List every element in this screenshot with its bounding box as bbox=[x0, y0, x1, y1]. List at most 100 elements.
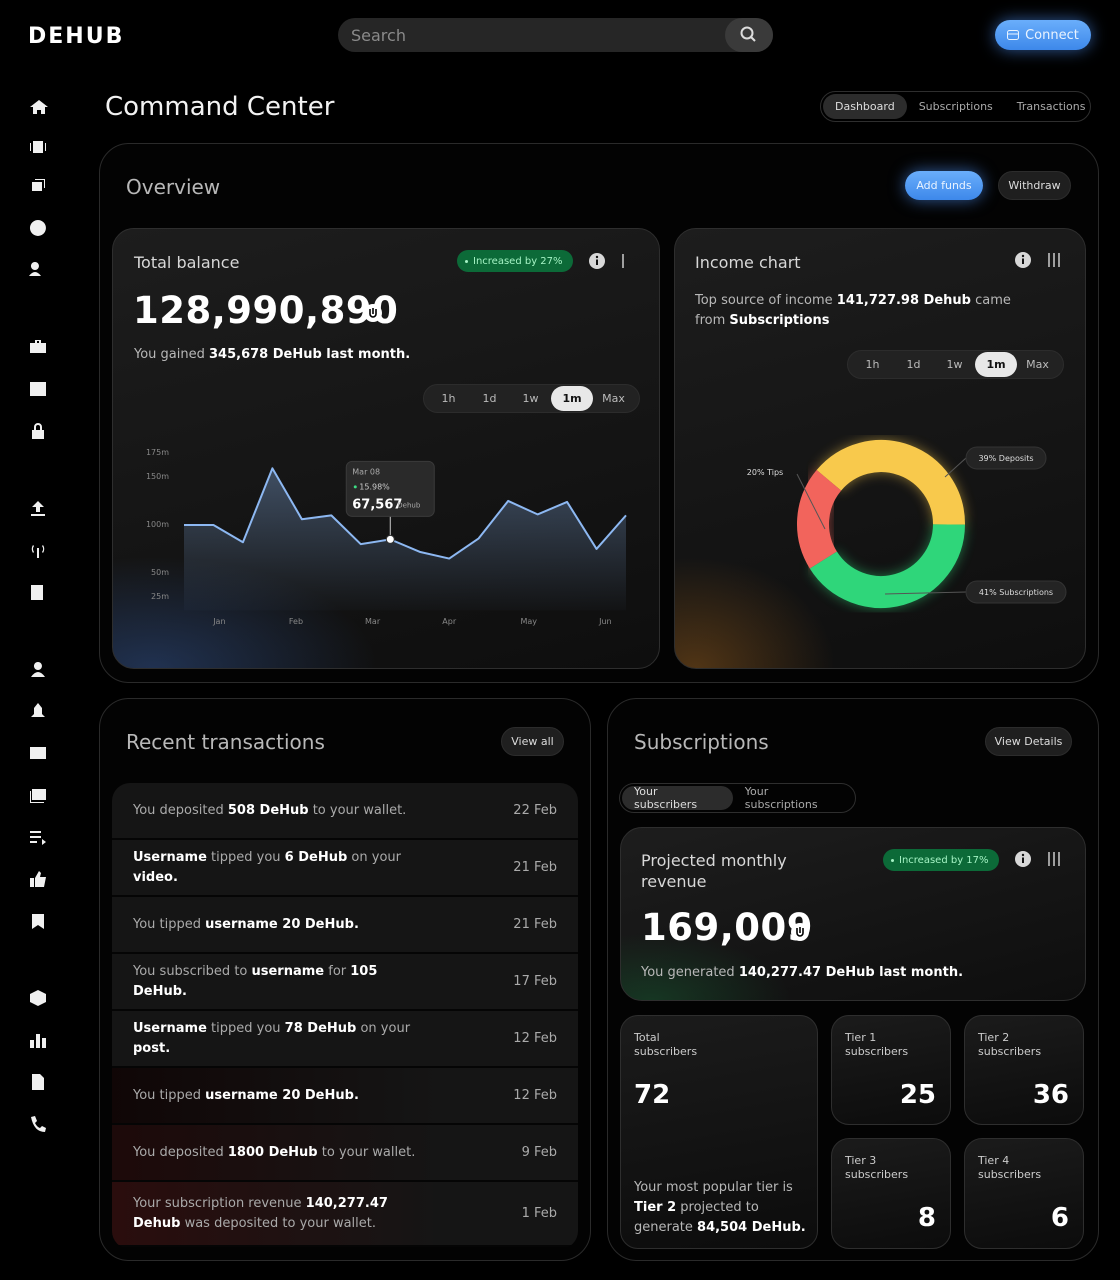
tooltip-value: 67,567 bbox=[352, 497, 402, 512]
tab[interactable]: Subscriptions bbox=[918, 100, 993, 113]
range-option[interactable]: 1w bbox=[522, 392, 539, 405]
x-tick-label: Mar bbox=[365, 617, 381, 626]
logo[interactable]: DEHUB bbox=[28, 24, 125, 49]
leader-line bbox=[944, 457, 967, 478]
income-title: Income chart bbox=[695, 253, 801, 272]
nav-icon[interactable] bbox=[31, 545, 45, 558]
search-placeholder: Search bbox=[351, 26, 406, 45]
transaction-row: Username tipped you 78 DeHub on your pos… bbox=[112, 1011, 578, 1068]
text-part: on your bbox=[356, 1020, 411, 1036]
tier-card: Tier 3 subscribers 8 bbox=[831, 1138, 951, 1249]
text-part: video. bbox=[133, 869, 178, 885]
text-part: Subscriptions bbox=[729, 313, 830, 328]
range-option[interactable]: 1m bbox=[975, 352, 1017, 377]
range-option[interactable]: 1w bbox=[946, 358, 963, 371]
text-part: You subscribed to bbox=[133, 963, 252, 979]
page-tabs: Dashboard Subscriptions Transactions bbox=[820, 91, 1091, 122]
transaction-row: You tipped username 20 DeHub. 21 Feb bbox=[112, 897, 578, 954]
range-option[interactable]: 1h bbox=[441, 392, 456, 405]
view-details-button[interactable]: View Details bbox=[985, 727, 1072, 756]
pie-slice bbox=[797, 470, 842, 569]
leader-line bbox=[796, 473, 826, 530]
transaction-text: Username tipped you 78 DeHub on your pos… bbox=[133, 1019, 433, 1059]
nav-icon[interactable] bbox=[30, 789, 46, 803]
total-count: 72 bbox=[634, 1080, 671, 1110]
nav-icon[interactable] bbox=[30, 100, 48, 114]
nav-icon[interactable] bbox=[30, 340, 46, 353]
nav-icon[interactable] bbox=[31, 703, 45, 717]
range-option[interactable]: 1h bbox=[865, 358, 880, 371]
add-funds-button[interactable]: Add funds bbox=[905, 171, 983, 200]
income-ranges: 1h 1d 1w 1m Max bbox=[847, 350, 1064, 379]
page-title: Command Center bbox=[105, 92, 335, 122]
nav-icon[interactable] bbox=[32, 423, 44, 439]
nav-icon[interactable] bbox=[30, 382, 46, 396]
coin-icon bbox=[791, 923, 809, 941]
pie-label: 20% Tips bbox=[747, 468, 783, 477]
balance-badge: Increased by 27% bbox=[457, 250, 573, 272]
withdraw-button[interactable]: Withdraw bbox=[998, 171, 1071, 200]
tab[interactable]: Dashboard bbox=[823, 94, 907, 119]
tooltip-dot bbox=[353, 485, 357, 489]
range-option[interactable]: 1m bbox=[551, 386, 593, 411]
transactions-title: Recent transactions bbox=[126, 730, 325, 754]
nav-icon[interactable] bbox=[32, 179, 45, 191]
text-part: You gained bbox=[134, 347, 209, 362]
leader-line bbox=[884, 591, 967, 595]
view-all-button[interactable]: View all bbox=[501, 727, 564, 756]
coin-icon bbox=[364, 304, 382, 322]
search-bar[interactable]: Search bbox=[338, 18, 773, 52]
text-part: 6 DeHub bbox=[284, 849, 348, 865]
tab[interactable]: Your subscribers bbox=[622, 785, 733, 811]
card-icons bbox=[1015, 252, 1060, 268]
text-part: You deposited bbox=[133, 1144, 228, 1160]
text-part: came from bbox=[695, 293, 1011, 328]
nav-icon[interactable] bbox=[30, 831, 46, 845]
transaction-text: You subscribed to username for 105 DeHub… bbox=[133, 962, 433, 1002]
text-part: 105 DeHub. bbox=[133, 963, 378, 999]
nav-icon[interactable] bbox=[30, 1034, 46, 1048]
connect-button[interactable]: Connect bbox=[995, 20, 1091, 50]
nav-icon[interactable] bbox=[30, 141, 46, 153]
nav-icon[interactable] bbox=[29, 220, 46, 236]
tier-count: 25 bbox=[899, 1080, 936, 1110]
nav-icon[interactable] bbox=[30, 871, 46, 887]
income-chart: 39% Deposits 41% Subscriptions 20% Tips bbox=[747, 440, 1067, 608]
transaction-text: You deposited 508 DeHub to your wallet. bbox=[133, 801, 406, 821]
tier-label: Tier 3 subscribers bbox=[845, 1154, 909, 1181]
range-option[interactable]: 1d bbox=[482, 392, 497, 405]
balance-ranges: 1h 1d 1w 1m Max bbox=[423, 384, 640, 413]
nav-icon[interactable] bbox=[30, 990, 46, 1006]
projected-title: Projected monthly revenue bbox=[641, 851, 787, 891]
text-part: projected to generate bbox=[634, 1200, 759, 1235]
range-option[interactable]: Max bbox=[1026, 358, 1049, 371]
balance-title: Total balance bbox=[134, 253, 240, 272]
sidebar bbox=[29, 100, 48, 1132]
projected-card: Projected monthly revenue Increased by 1… bbox=[620, 827, 1086, 1001]
transaction-date: 9 Feb bbox=[521, 1145, 557, 1160]
tab[interactable]: Transactions bbox=[1016, 100, 1086, 113]
text-part: to your wallet. bbox=[317, 1144, 416, 1160]
transaction-text: You deposited 1800 DeHub to your wallet. bbox=[133, 1143, 415, 1163]
range-option[interactable]: Max bbox=[602, 392, 625, 405]
pie-label: 41% Subscriptions bbox=[979, 588, 1053, 597]
y-tick-label: 100m bbox=[146, 520, 169, 529]
projected-amount: 169,009 bbox=[641, 906, 814, 949]
search-button[interactable] bbox=[725, 18, 773, 52]
search-icon bbox=[740, 26, 756, 42]
nav-icon[interactable] bbox=[29, 262, 41, 276]
nav-icon[interactable] bbox=[31, 585, 43, 600]
nav-icon[interactable] bbox=[31, 662, 45, 677]
nav-icon[interactable] bbox=[31, 1116, 46, 1132]
text-part: Tier 2 bbox=[634, 1200, 677, 1215]
nav-icon[interactable] bbox=[32, 1074, 44, 1090]
nav-icon[interactable] bbox=[32, 914, 44, 929]
range-option[interactable]: 1d bbox=[906, 358, 921, 371]
card-icons bbox=[1015, 851, 1060, 867]
tab[interactable]: Your subscriptions bbox=[744, 785, 818, 811]
y-tick-label: 175m bbox=[146, 448, 169, 457]
x-tick-label: Apr bbox=[442, 617, 457, 626]
transaction-date: 1 Feb bbox=[521, 1206, 557, 1221]
nav-icon[interactable] bbox=[31, 501, 45, 516]
nav-icon[interactable] bbox=[30, 747, 46, 759]
